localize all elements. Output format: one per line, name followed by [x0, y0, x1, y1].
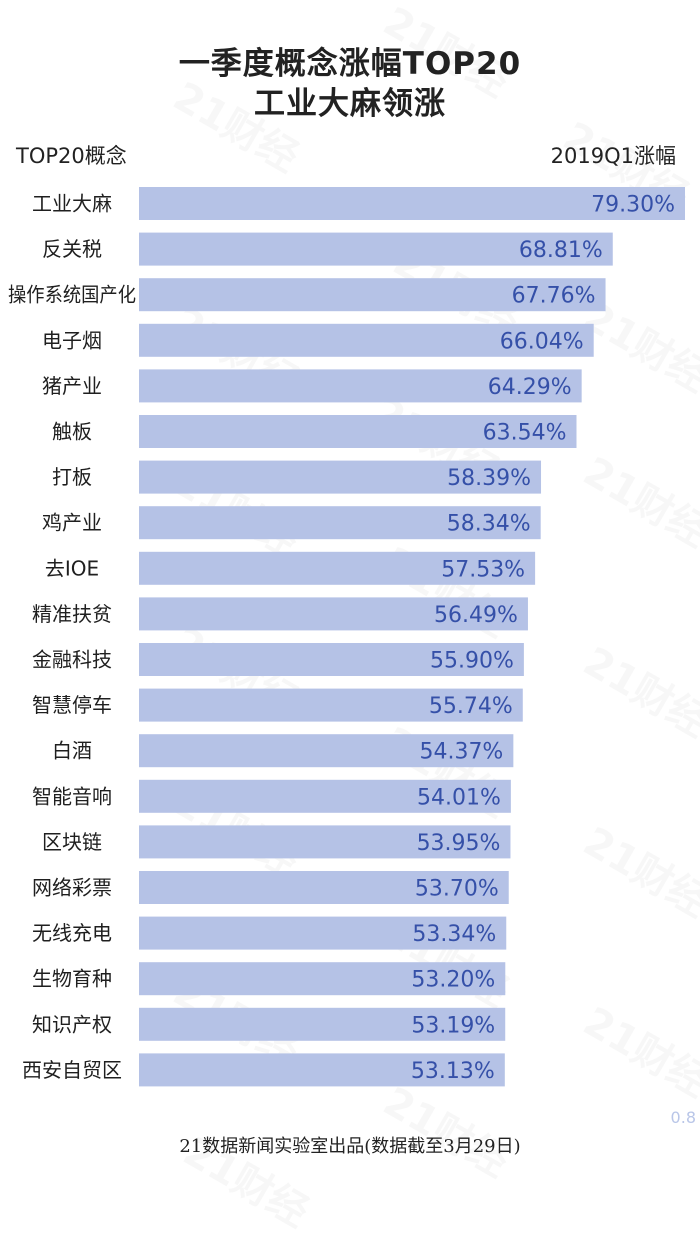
bar-20: [139, 1053, 505, 1087]
category-label-5: 猪产业: [42, 374, 102, 398]
bar-chart: 工业大麻 79.30% 反关税 68.81% 操作系统国产化 67.76% 电子烟 66.04…: [8, 187, 685, 1087]
category-label-17: 无线充电: [32, 921, 112, 945]
category-label-10: 精准扶贫: [32, 602, 112, 626]
bar-8: [139, 506, 541, 540]
value-label-16: 53.70%: [415, 877, 499, 902]
bar-14: [139, 779, 511, 813]
category-label-14: 智能音响: [32, 784, 112, 808]
value-label-12: 55.74%: [429, 694, 513, 719]
value-label-6: 63.54%: [483, 421, 567, 446]
chart-title-line-1: 一季度概念涨幅TOP20: [178, 46, 522, 82]
category-label-4: 电子烟: [42, 328, 102, 352]
value-label-1: 79.30%: [591, 193, 675, 218]
value-label-2: 68.81%: [519, 238, 603, 263]
value-label-10: 56.49%: [434, 603, 518, 628]
corner-mark: 0.8: [670, 1108, 696, 1127]
value-label-3: 67.76%: [512, 284, 596, 309]
category-label-16: 网络彩票: [32, 876, 112, 900]
value-label-18: 53.20%: [411, 968, 495, 993]
bar-16: [139, 871, 509, 904]
value-label-17: 53.34%: [412, 922, 496, 947]
value-column-header: 2019Q1涨幅: [550, 144, 676, 168]
category-label-9: 去IOE: [45, 556, 99, 580]
value-label-5: 64.29%: [488, 375, 572, 400]
value-label-13: 54.37%: [419, 740, 503, 765]
category-label-12: 智慧停车: [32, 693, 112, 717]
bar-7: [139, 460, 542, 494]
category-label-15: 区块链: [42, 830, 102, 854]
footer-credit: 21数据新闻实验室出品(数据截至3月29日): [179, 1136, 521, 1157]
bar-2: [139, 232, 613, 266]
category-label-19: 知识产权: [32, 1012, 112, 1036]
value-label-19: 53.19%: [411, 1013, 495, 1038]
bar-19: [139, 1007, 506, 1041]
category-label-18: 生物育种: [32, 967, 112, 991]
value-label-15: 53.95%: [417, 831, 501, 856]
value-label-4: 66.04%: [500, 329, 584, 354]
bar-3: [139, 278, 606, 312]
category-label-7: 打板: [52, 465, 92, 489]
bar-11: [139, 643, 524, 676]
category-label-13: 白酒: [52, 739, 92, 763]
bar-5: [139, 369, 582, 403]
bar-17: [139, 916, 507, 950]
bar-6: [139, 415, 577, 448]
chart-title-line-2: 工业大麻领涨: [254, 86, 446, 122]
bar-15: [139, 825, 511, 859]
category-label-2: 反关税: [42, 237, 102, 261]
value-label-9: 57.53%: [441, 557, 525, 582]
bar-10: [139, 597, 528, 631]
bar-4: [139, 323, 594, 357]
category-label-3: 操作系统国产化: [8, 283, 136, 307]
value-label-20: 53.13%: [411, 1059, 495, 1084]
category-column-header: TOP20概念: [16, 144, 127, 168]
bar-9: [139, 551, 536, 585]
bar-13: [139, 734, 514, 768]
value-label-14: 54.01%: [417, 785, 501, 810]
category-label-20: 西安自贸区: [22, 1058, 122, 1082]
category-label-11: 金融科技: [32, 648, 112, 672]
value-label-7: 58.39%: [447, 466, 531, 491]
value-label-11: 55.90%: [430, 649, 514, 674]
category-label-8: 鸡产业: [42, 511, 102, 535]
bar-12: [139, 688, 523, 722]
value-label-8: 58.34%: [447, 512, 531, 537]
category-label-6: 触板: [52, 420, 92, 444]
bar-18: [139, 962, 506, 996]
category-label-1: 工业大麻: [32, 192, 112, 216]
bar-1: [139, 187, 685, 220]
